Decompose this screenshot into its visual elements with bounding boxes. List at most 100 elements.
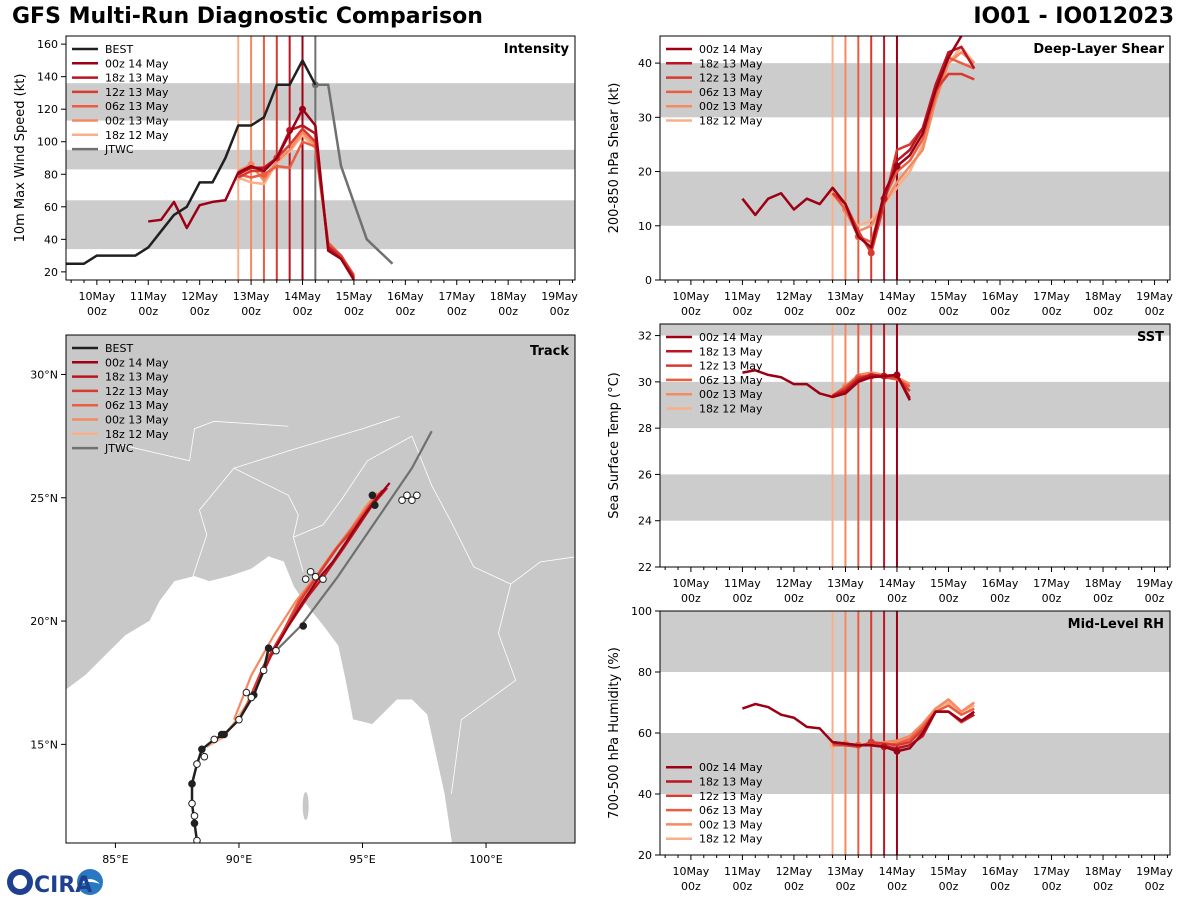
sst-xtick-label: 18May xyxy=(1085,577,1122,590)
track-point xyxy=(193,836,201,843)
track-legend-label: 18z 12 May xyxy=(105,428,169,441)
rh-xtick-label: 11May xyxy=(724,865,761,878)
shear-xtick-label: 16May xyxy=(982,290,1019,303)
rh-xtick-label: 17May xyxy=(1033,865,1070,878)
intensity-xtick-label: 00z xyxy=(447,305,467,318)
shear-legend-label: 00z 14 May xyxy=(699,43,763,56)
sst-ytick-label: 22 xyxy=(638,561,652,574)
shear-series-point xyxy=(867,249,875,257)
shear-legend-label: 18z 12 May xyxy=(699,115,763,128)
intensity-xtick-label: 00z xyxy=(241,305,261,318)
track-legend-label: BEST xyxy=(105,342,133,355)
sst-band xyxy=(660,324,1170,336)
track-point xyxy=(210,735,219,744)
shear-xtick-label: 15May xyxy=(930,290,967,303)
intensity-legend-label: BEST xyxy=(105,43,133,56)
sst-band xyxy=(660,381,1170,429)
rh-legend-label: 18z 12 May xyxy=(699,833,763,846)
intensity-xtick-label: 16May xyxy=(387,290,424,303)
shear-xtick-label: 12May xyxy=(776,290,813,303)
rh-legend-label: 00z 13 May xyxy=(699,818,763,831)
sst-xtick-label: 13May xyxy=(827,577,864,590)
shear-legend-label: 00z 13 May xyxy=(699,100,763,113)
intensity-xtick-label: 17May xyxy=(438,290,475,303)
rh-series-line xyxy=(742,702,975,753)
intensity-ytick-label: 40 xyxy=(44,233,58,246)
rh-xtick-label: 10May xyxy=(673,865,710,878)
track-point xyxy=(259,666,268,675)
shear-title: Deep-Layer Shear xyxy=(1033,42,1164,57)
sst-xtick-label: 00z xyxy=(990,592,1010,605)
intensity-ytick-label: 80 xyxy=(44,168,58,181)
shear-xtick-label: 17May xyxy=(1033,290,1070,303)
rh-xtick-label: 00z xyxy=(681,880,701,893)
intensity-xtick-label: 14May xyxy=(284,290,321,303)
intensity-series-line xyxy=(66,59,317,265)
track-point xyxy=(188,799,196,808)
intensity-legend-label: 00z 13 May xyxy=(105,115,169,128)
sst-ytick-label: 24 xyxy=(638,515,652,528)
shear-xtick-label: 00z xyxy=(1145,305,1165,318)
sst-ylabel: Sea Surface Temp (°C) xyxy=(607,372,622,519)
sst-xtick-label: 15May xyxy=(930,577,967,590)
sst-series-point xyxy=(893,371,901,379)
track-ytick-label: 25°N xyxy=(30,492,58,505)
sst-xtick-label: 00z xyxy=(836,592,856,605)
shear-xtick-label: 00z xyxy=(1093,305,1113,318)
track-point xyxy=(408,496,416,505)
intensity-band xyxy=(66,83,575,121)
country-border xyxy=(510,556,575,585)
panel-sst: 22 24 26 28 30 32 10May 00z 11May 00z 12May 00z 13Ma… xyxy=(607,323,1173,605)
shear-legend-label: 06z 13 May xyxy=(699,86,763,99)
shear-xtick-label: 13May xyxy=(827,290,864,303)
sst-xtick-label: 10May xyxy=(673,577,710,590)
track-point xyxy=(311,572,320,581)
shear-xtick-label: 00z xyxy=(887,305,907,318)
track-point xyxy=(398,496,406,505)
intensity-ytick-label: 100 xyxy=(37,136,58,149)
shear-xtick-label: 14May xyxy=(879,290,916,303)
track-legend-label: 12z 13 May xyxy=(105,385,169,398)
andaman-islands xyxy=(302,792,309,821)
track-legend-label: 00z 13 May xyxy=(105,414,169,427)
country-border xyxy=(115,420,289,462)
shear-series-line xyxy=(831,72,975,255)
track-point xyxy=(235,715,243,724)
shear-xtick-label: 11May xyxy=(724,290,761,303)
sst-xtick-label: 12May xyxy=(776,577,813,590)
shear-xtick-label: 00z xyxy=(939,305,959,318)
rh-series-point xyxy=(867,738,875,746)
track-ytick-label: 15°N xyxy=(30,738,58,751)
sst-ytick-label: 28 xyxy=(638,422,652,435)
sst-title: SST xyxy=(1137,330,1164,345)
track-point xyxy=(190,812,199,820)
sst-xtick-label: 17May xyxy=(1033,577,1070,590)
track-point xyxy=(193,760,201,768)
shear-xtick-label: 00z xyxy=(681,305,701,318)
intensity-xtick-label: 00z xyxy=(344,305,364,318)
intensity-band xyxy=(66,149,575,170)
track-point xyxy=(403,491,411,500)
track-ytick-label: 30°N xyxy=(30,368,58,381)
panel-rh: 20 40 60 80 100 10May 00z 11May 00z 12May 00z 13May… xyxy=(607,605,1173,893)
rh-xtick-label: 14May xyxy=(879,865,916,878)
intensity-legend-label: 06z 13 May xyxy=(105,100,169,113)
intensity-ytick-label: 60 xyxy=(44,201,58,214)
track-legend-label: 00z 14 May xyxy=(105,356,169,369)
track-point xyxy=(198,745,206,754)
sst-frame xyxy=(659,323,1171,568)
shear-legend-label: 18z 13 May xyxy=(699,57,763,70)
shear-xtick-label: 19May xyxy=(1136,290,1173,303)
intensity-xtick-label: 11May xyxy=(130,290,167,303)
intensity-xtick-label: 00z xyxy=(138,305,158,318)
rh-xtick-label: 00z xyxy=(733,880,753,893)
track-point xyxy=(242,688,251,697)
sst-xtick-label: 00z xyxy=(681,592,701,605)
rh-xtick-label: 16May xyxy=(982,865,1019,878)
intensity-xtick-label: 00z xyxy=(498,305,518,318)
rh-ytick-label: 100 xyxy=(631,605,652,618)
track-point xyxy=(272,646,280,655)
rh-xtick-label: 00z xyxy=(887,880,907,893)
intensity-ytick-label: 20 xyxy=(44,266,58,279)
rh-xtick-label: 00z xyxy=(784,880,804,893)
